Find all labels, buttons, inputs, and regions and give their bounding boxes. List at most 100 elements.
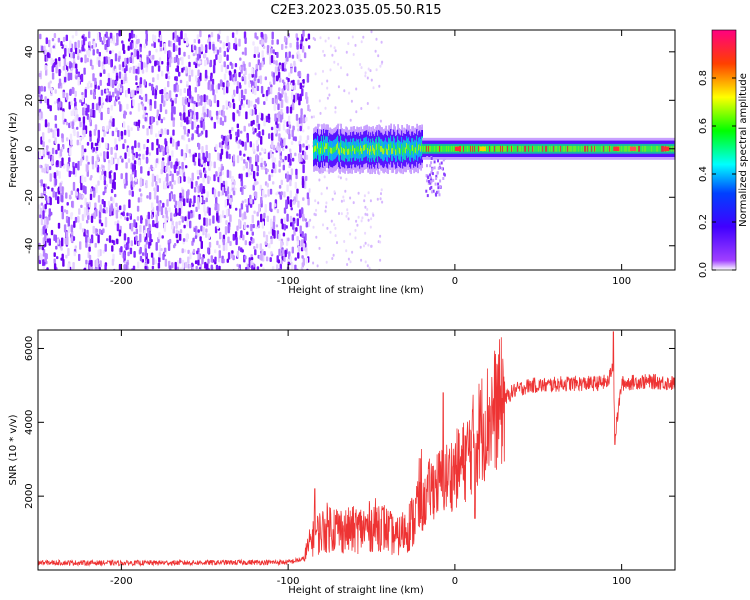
- scatter-cell: [351, 35, 354, 39]
- noise-cell: [70, 110, 73, 117]
- noise-cell: [123, 49, 126, 54]
- noise-cell: [118, 51, 121, 56]
- band-core: [508, 145, 510, 152]
- noise-cell: [257, 123, 261, 130]
- band-core: [558, 145, 561, 152]
- noise-cell: [172, 129, 175, 136]
- colorbar-ticks: 0.00.20.40.60.8: [698, 70, 736, 278]
- scatter-cell: [375, 68, 378, 72]
- band-core: [487, 145, 489, 152]
- noise-cell: [267, 91, 271, 95]
- noise-cell: [191, 121, 194, 130]
- noise-cell: [201, 256, 204, 265]
- noise-cell: [83, 129, 86, 138]
- noise-cell: [254, 87, 257, 96]
- noise-cell: [55, 149, 58, 155]
- noise-cell: [185, 66, 188, 74]
- scatter-cell: [312, 261, 315, 265]
- noise-cell: [217, 35, 221, 40]
- noise-cell: [98, 96, 101, 106]
- band-core: [587, 145, 590, 152]
- band-core: [416, 142, 418, 149]
- band-core: [445, 145, 447, 152]
- noise-cell: [166, 65, 169, 72]
- noise-cell: [257, 225, 261, 229]
- noise-cell: [122, 43, 125, 51]
- tail-cell: [443, 173, 446, 177]
- noise-cell: [54, 234, 57, 241]
- noise-cell: [77, 76, 80, 86]
- noise-cell: [256, 144, 259, 152]
- noise-cell: [55, 160, 59, 166]
- noise-cell: [43, 168, 46, 174]
- noise-cell: [298, 154, 301, 163]
- noise-cell: [116, 223, 120, 232]
- noise-cell: [179, 229, 183, 234]
- noise-cell: [111, 130, 115, 137]
- noise-cell: [305, 175, 308, 181]
- noise-cell: [222, 238, 225, 246]
- scatter-cell: [334, 106, 337, 110]
- x-tick-label: 0: [452, 576, 458, 587]
- noise-cell: [152, 257, 155, 266]
- noise-cell: [244, 76, 247, 85]
- noise-cell: [84, 148, 87, 153]
- noise-cell: [196, 111, 199, 120]
- band-core: [470, 145, 472, 152]
- noise-cell: [61, 194, 64, 203]
- noise-cell: [203, 53, 207, 58]
- noise-cell: [78, 117, 81, 122]
- noise-cell: [216, 225, 220, 229]
- x-tick-label: -100: [277, 576, 300, 587]
- band-core: [421, 143, 423, 150]
- noise-cell: [299, 144, 302, 153]
- band-core: [351, 149, 353, 155]
- noise-cell: [58, 57, 61, 62]
- band-core: [603, 145, 606, 152]
- scatter-cell: [340, 212, 343, 216]
- band-core: [548, 145, 551, 152]
- noise-cell: [286, 121, 289, 127]
- scatter-cell: [347, 42, 350, 46]
- scatter-cell: [378, 84, 381, 88]
- noise-cell: [38, 150, 42, 159]
- scatter-cell: [333, 190, 336, 194]
- noise-cell: [159, 40, 163, 47]
- noise-cell: [69, 133, 73, 141]
- noise-cell: [248, 81, 251, 88]
- band-core: [463, 145, 465, 152]
- band-core: [425, 145, 427, 152]
- noise-cell: [86, 57, 89, 63]
- noise-cell: [115, 80, 118, 85]
- noise-cell: [219, 79, 223, 87]
- noise-cell: [119, 214, 123, 219]
- noise-cell: [239, 187, 243, 192]
- noise-cell: [221, 186, 225, 196]
- noise-cell: [105, 184, 108, 188]
- noise-cell: [270, 55, 274, 64]
- band-core: [349, 148, 351, 155]
- noise-cell: [219, 231, 222, 240]
- noise-cell: [305, 145, 308, 151]
- noise-cell: [182, 98, 185, 104]
- noise-cell: [144, 265, 147, 270]
- band-core: [567, 145, 570, 152]
- noise-cell: [276, 74, 279, 82]
- noise-cell: [299, 82, 302, 90]
- noise-cell: [114, 53, 118, 62]
- noise-cell: [148, 82, 152, 87]
- noise-cell: [140, 215, 143, 224]
- noise-cell: [51, 72, 55, 80]
- noise-cell: [197, 232, 200, 237]
- tail-cell: [438, 162, 441, 166]
- noise-cell: [228, 191, 231, 196]
- noise-cell: [160, 206, 164, 216]
- band-core: [366, 143, 368, 150]
- noise-cell: [229, 61, 232, 66]
- noise-cell: [70, 139, 73, 146]
- noise-cell: [135, 151, 138, 159]
- noise-cell: [91, 163, 95, 170]
- noise-cell: [282, 164, 285, 171]
- band-core: [524, 145, 527, 152]
- noise-cell: [137, 197, 141, 203]
